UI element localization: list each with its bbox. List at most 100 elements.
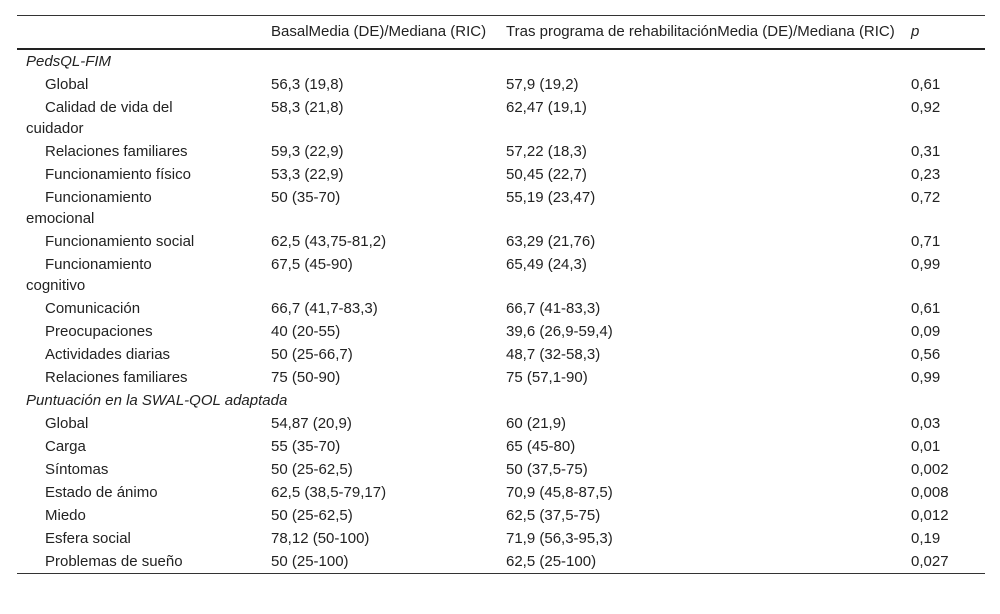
cell: 0,92 (911, 99, 941, 116)
table-section: Puntuación en la SWAL-QOL adaptada Global… (17, 389, 985, 574)
table-header: BasalMedia (DE)/Mediana (RIC) Tras progr… (17, 15, 985, 50)
row-label: Global (45, 76, 89, 93)
data-row: Calidad de vida del cuidador 58,3 (21,8) 6… (17, 96, 985, 140)
row-label: Miedo (45, 507, 86, 524)
cell: 0,31 (911, 143, 941, 160)
section-title: PedsQL-FIM (26, 53, 112, 70)
data-row: Funcionamiento cognitivo 67,5 (45-90) 65,4… (17, 253, 985, 297)
row-label: Funcionamiento cognitivo (26, 256, 152, 294)
cell: 0,99 (911, 369, 941, 386)
cell: 62,5 (37,5-75) (506, 507, 601, 524)
cell: 0,002 (911, 461, 949, 478)
cell: 0,012 (911, 507, 949, 524)
table-section: PedsQL-FIM Global 56,3 (19,8) 57,9 (19,2) 0,… (17, 49, 985, 389)
cell: 0,61 (911, 300, 941, 317)
cell: 70,9 (45,8-87,5) (506, 484, 613, 501)
cell: 0,99 (911, 256, 941, 273)
row-label: Actividades diarias (45, 346, 171, 363)
cell: 50 (25-66,7) (271, 346, 353, 363)
cell: 0,19 (911, 530, 941, 547)
cell: 0,71 (911, 233, 941, 250)
header-cell: Tras programa de rehabilitaciónMedia (DE… (506, 23, 895, 40)
data-row: Comunicación 66,7 (41,7-83,3) 66,7 (41-83,… (17, 297, 985, 320)
row-label: Global (45, 415, 89, 432)
cell: 66,7 (41,7-83,3) (271, 300, 378, 317)
cell: 0,23 (911, 166, 941, 183)
cell: 0,03 (911, 415, 941, 432)
row-label: Esfera social (45, 530, 131, 547)
cell: 65,49 (24,3) (506, 256, 587, 273)
cell: 0,72 (911, 189, 941, 206)
cell: 50 (25-62,5) (271, 461, 353, 478)
cell: 48,7 (32-58,3) (506, 346, 601, 363)
section-title: Puntuación en la SWAL-QOL adaptada (26, 392, 288, 409)
data-row: Miedo 50 (25-62,5) 62,5 (37,5-75) 0,012 (17, 504, 985, 527)
cell: 53,3 (22,9) (271, 166, 344, 183)
data-row: Carga 55 (35-70) 65 (45-80) 0,01 (17, 435, 985, 458)
cell: 0,09 (911, 323, 941, 340)
data-row: Funcionamiento social 62,5 (43,75-81,2) 63… (17, 230, 985, 253)
cell: 54,87 (20,9) (271, 415, 352, 432)
cell: 65 (45-80) (506, 438, 576, 455)
row-label: Estado de ánimo (45, 484, 158, 501)
cell: 40 (20-55) (271, 323, 341, 340)
cell: 71,9 (56,3-95,3) (506, 530, 613, 547)
header-row: BasalMedia (DE)/Mediana (RIC) Tras progr… (17, 15, 985, 50)
cell: 60 (21,9) (506, 415, 567, 432)
row-label: Comunicación (45, 300, 141, 317)
row-label: Funcionamiento social (45, 233, 195, 250)
cell: 78,12 (50-100) (271, 530, 370, 547)
section-row: Puntuación en la SWAL-QOL adaptada (17, 389, 985, 412)
cell: 62,5 (38,5-79,17) (271, 484, 387, 501)
cell: 50 (35-70) (271, 189, 341, 206)
row-label: Calidad de vida del cuidador (26, 99, 173, 137)
cell: 56,3 (19,8) (271, 76, 344, 93)
row-label: Funcionamiento emocional (26, 189, 152, 227)
cell: 57,22 (18,3) (506, 143, 587, 160)
cell: 67,5 (45-90) (271, 256, 353, 273)
data-row: Funcionamiento emocional 50 (35-70) 55,19 … (17, 186, 985, 230)
cell: 62,5 (25-100) (506, 553, 597, 570)
data-row: Relaciones familiares 59,3 (22,9) 57,22 (1… (17, 140, 985, 163)
data-row: Global 56,3 (19,8) 57,9 (19,2) 0,61 (17, 73, 985, 96)
cell: 55 (35-70) (271, 438, 341, 455)
section-row: PedsQL-FIM (17, 49, 985, 73)
cell: 62,5 (43,75-81,2) (271, 233, 387, 250)
data-row: Síntomas 50 (25-62,5) 50 (37,5-75) 0,002 (17, 458, 985, 481)
cell: 0,61 (911, 76, 941, 93)
cell: 66,7 (41-83,3) (506, 300, 601, 317)
data-row: Global 54,87 (20,9) 60 (21,9) 0,03 (17, 412, 985, 435)
cell: 75 (57,1-90) (506, 369, 588, 386)
cell: 39,6 (26,9-59,4) (506, 323, 613, 340)
cell: 50 (25-62,5) (271, 507, 353, 524)
cell: 0,56 (911, 346, 941, 363)
cell: 55,19 (23,47) (506, 189, 596, 206)
cell: 63,29 (21,76) (506, 233, 596, 250)
header-cell: p (911, 23, 920, 40)
row-label: Preocupaciones (45, 323, 153, 340)
header-cell: BasalMedia (DE)/Mediana (RIC) (271, 23, 487, 40)
cell: 58,3 (21,8) (271, 99, 344, 116)
data-row: Estado de ánimo 62,5 (38,5-79,17) 70,9 (45… (17, 481, 985, 504)
cell: 0,008 (911, 484, 949, 501)
cell: 75 (50-90) (271, 369, 341, 386)
row-label: Carga (45, 438, 86, 455)
header-cell (17, 16, 262, 50)
cell: 59,3 (22,9) (271, 143, 344, 160)
cell: 50 (37,5-75) (506, 461, 588, 478)
row-label: Relaciones familiares (45, 143, 188, 160)
cell: 50,45 (22,7) (506, 166, 587, 183)
cell: 0,027 (911, 553, 949, 570)
data-row: Problemas de sueño 50 (25-100) 62,5 (25-10… (17, 550, 985, 574)
data-row: Funcionamiento físico 53,3 (22,9) 50,45 (2… (17, 163, 985, 186)
data-row: Esfera social 78,12 (50-100) 71,9 (56,3-95… (17, 527, 985, 550)
cell: 50 (25-100) (271, 553, 349, 570)
row-label: Relaciones familiares (45, 369, 188, 386)
row-label: Problemas de sueño (45, 553, 183, 570)
data-row: Actividades diarias 50 (25-66,7) 48,7 (32-… (17, 343, 985, 366)
cell: 57,9 (19,2) (506, 76, 579, 93)
data-row: Relaciones familiares 75 (50-90) 75 (57,1-… (17, 366, 985, 389)
row-label: Funcionamiento físico (45, 166, 191, 183)
cell: 0,01 (911, 438, 941, 455)
